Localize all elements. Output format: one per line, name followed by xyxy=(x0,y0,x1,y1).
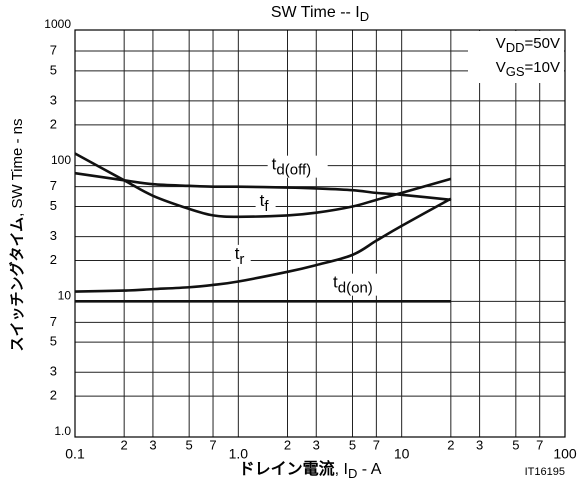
series-label-part: t xyxy=(272,155,277,174)
x-tick-label: 10 xyxy=(394,446,410,462)
x-axis-label: ドレイン電流, ID - A xyxy=(239,459,382,481)
y-tick-label: 10 xyxy=(58,289,72,303)
annotation: VGS=10V xyxy=(496,59,560,79)
label-background xyxy=(267,155,328,178)
y-tick-label: 5 xyxy=(50,198,57,213)
chart-title: SW Time -- ID xyxy=(271,4,369,24)
series-label-part: t xyxy=(260,191,265,210)
x-tick-label: 7 xyxy=(373,437,380,452)
x-tick-label: 7 xyxy=(536,437,543,452)
y-tick-label: 3 xyxy=(50,92,57,107)
y-tick-label: 3 xyxy=(50,228,57,243)
series-label: td(off) xyxy=(272,155,311,178)
label-background xyxy=(329,273,390,296)
y-tick-label: 1000 xyxy=(44,17,71,31)
x-tick-label: 2 xyxy=(447,437,454,452)
y-tick-label: 7 xyxy=(50,42,57,57)
series-label: tr xyxy=(235,244,245,267)
x-tick-label: 0.1 xyxy=(65,446,85,462)
series-label: td(on) xyxy=(333,273,373,296)
y-axis-label: スイッチングタイム, SW Time - ns xyxy=(8,118,26,351)
footnote: IT16195 xyxy=(525,466,565,478)
y-tick-label: 2 xyxy=(50,388,57,403)
plot-frame xyxy=(74,29,566,438)
label-background xyxy=(230,244,251,267)
x-tick-label: 3 xyxy=(149,437,156,452)
y-tick-label: 2 xyxy=(50,252,57,267)
y-tick-label: 1.0 xyxy=(54,424,71,438)
y-tick-label: 100 xyxy=(51,153,71,167)
label-background xyxy=(255,191,276,214)
annotation: VDD=50V xyxy=(496,35,560,55)
series-label-part: t xyxy=(235,244,240,263)
series-line xyxy=(74,152,452,219)
y-tick-label: 5 xyxy=(50,62,57,77)
x-tick-label: 1.0 xyxy=(229,446,249,462)
x-tick-label: 3 xyxy=(313,437,320,452)
y-tick-label: 5 xyxy=(50,334,57,349)
annotation-part: V xyxy=(496,59,506,76)
x-tick-label: 7 xyxy=(209,437,216,452)
series-label: tf xyxy=(260,191,270,214)
x-tick-label: 100 xyxy=(553,446,577,462)
series-label-part: t xyxy=(333,273,338,292)
series-label-part: f xyxy=(264,198,269,215)
y-tick-label: 3 xyxy=(50,364,57,379)
x-tick-label: 3 xyxy=(476,437,483,452)
x-tick-label: 2 xyxy=(121,437,128,452)
annotation-part: V xyxy=(496,35,506,52)
annotation-box xyxy=(468,31,564,83)
series-label-part: d(on) xyxy=(338,280,373,297)
annotation-part: =50V xyxy=(525,35,560,52)
x-tick-label: 2 xyxy=(284,437,291,452)
y-tick-label: 7 xyxy=(50,314,57,329)
y-tick-label: 2 xyxy=(50,116,57,131)
annotation-part: DD xyxy=(506,40,525,55)
x-tick-label: 5 xyxy=(349,437,356,452)
series-line xyxy=(74,197,452,293)
series-label-part: d(off) xyxy=(276,162,311,179)
annotation-part: GS xyxy=(506,64,525,79)
y-tick-label: 7 xyxy=(50,178,57,193)
annotation-part: =10V xyxy=(525,59,560,76)
x-tick-label: 5 xyxy=(512,437,519,452)
series-label-part: r xyxy=(239,251,244,268)
series-line xyxy=(74,171,451,202)
x-tick-label: 5 xyxy=(186,437,193,452)
